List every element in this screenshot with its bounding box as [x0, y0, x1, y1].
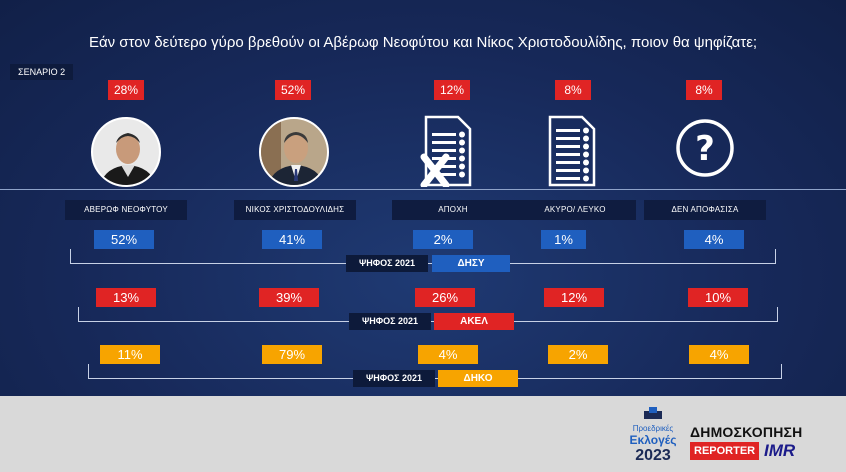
- ballot-box-icon: [644, 407, 662, 419]
- candidate-photo-averof: [91, 117, 161, 187]
- category-label-undecided: ΔΕΝ ΑΠΟΦΑΣΙΣΑ: [644, 200, 766, 220]
- akel-blank-value: 12%: [544, 288, 604, 307]
- diko-vote-label: ΨΗΦΟΣ 2021: [353, 370, 435, 387]
- diko-christodoulides-value: 79%: [262, 345, 322, 364]
- akel-abstain-value: 26%: [415, 288, 475, 307]
- elections-logo-line1: Προεδρικές: [632, 424, 674, 433]
- disy-abstain-value: 2%: [413, 230, 473, 249]
- candidate-photo-christodoulides: [259, 117, 329, 187]
- diko-blank-value: 2%: [548, 345, 608, 364]
- overall-pct-undecided: 8%: [686, 80, 722, 100]
- disy-undecided-value: 4%: [684, 230, 744, 249]
- diko-undecided-value: 4%: [689, 345, 749, 364]
- elections-logo-line2: Εκλογές: [629, 433, 677, 447]
- reporter-logo: REPORTER: [690, 442, 760, 460]
- category-label-abstain: ΑΠΟΧΗ: [392, 200, 514, 220]
- overall-pct-blank: 8%: [555, 80, 591, 100]
- ballot-icon: [544, 115, 600, 192]
- category-label-christodoulides: ΝΙΚΟΣ ΧΡΙΣΤΟΔΟΥΛΙΔΗΣ: [234, 200, 356, 220]
- separator-line: [0, 189, 846, 190]
- overall-pct-averof: 28%: [108, 80, 144, 100]
- diko-bracket: [88, 364, 782, 379]
- overall-pct-christodoulides: 52%: [275, 80, 311, 100]
- diko-party-label: ΔΗΚΟ: [438, 370, 518, 387]
- svg-text:?: ?: [695, 129, 715, 169]
- diko-averof-value: 11%: [100, 345, 160, 364]
- disy-blank-value: 1%: [541, 230, 586, 249]
- akel-averof-value: 13%: [96, 288, 156, 307]
- diko-abstain-value: 4%: [418, 345, 478, 364]
- overall-pct-abstain: 12%: [434, 80, 470, 100]
- elections-2023-logo: Προεδρικές Εκλογές 2023: [626, 406, 680, 465]
- akel-party-label: ΑΚΕΛ: [434, 313, 514, 330]
- disy-averof-value: 52%: [94, 230, 154, 249]
- akel-christodoulides-value: 39%: [259, 288, 319, 307]
- poll-question: Εάν στον δεύτερο γύρο βρεθούν οι Αβέρωφ …: [88, 34, 758, 51]
- question-mark-icon: ?: [675, 118, 735, 183]
- akel-vote-label: ΨΗΦΟΣ 2021: [349, 313, 431, 330]
- poll-brand-title: ΔΗΜΟΣΚΟΠΗΣΗ: [690, 424, 803, 440]
- disy-party-label: ΔΗΣΥ: [432, 255, 510, 272]
- disy-vote-label: ΨΗΦΟΣ 2021: [346, 255, 428, 272]
- akel-undecided-value: 10%: [688, 288, 748, 307]
- poll-brand-logo: ΔΗΜΟΣΚΟΠΗΣΗ REPORTER IMR: [690, 424, 808, 460]
- disy-christodoulides-value: 41%: [262, 230, 322, 249]
- category-label-blank: ΑΚΥΡΟ/ ΛΕΥΚΟ: [514, 200, 636, 220]
- scenario-label: ΣΕΝΑΡΙΟ 2: [10, 64, 74, 80]
- imr-logo: IMR: [764, 441, 796, 460]
- category-label-averof: ΑΒΕΡΩΦ ΝΕΟΦΥΤΟΥ: [65, 200, 187, 220]
- poll-panel: Εάν στον δεύτερο γύρο βρεθούν οι Αβέρωφ …: [0, 0, 846, 396]
- ballot-crossed-icon: [420, 115, 476, 192]
- elections-logo-year: 2023: [635, 447, 671, 464]
